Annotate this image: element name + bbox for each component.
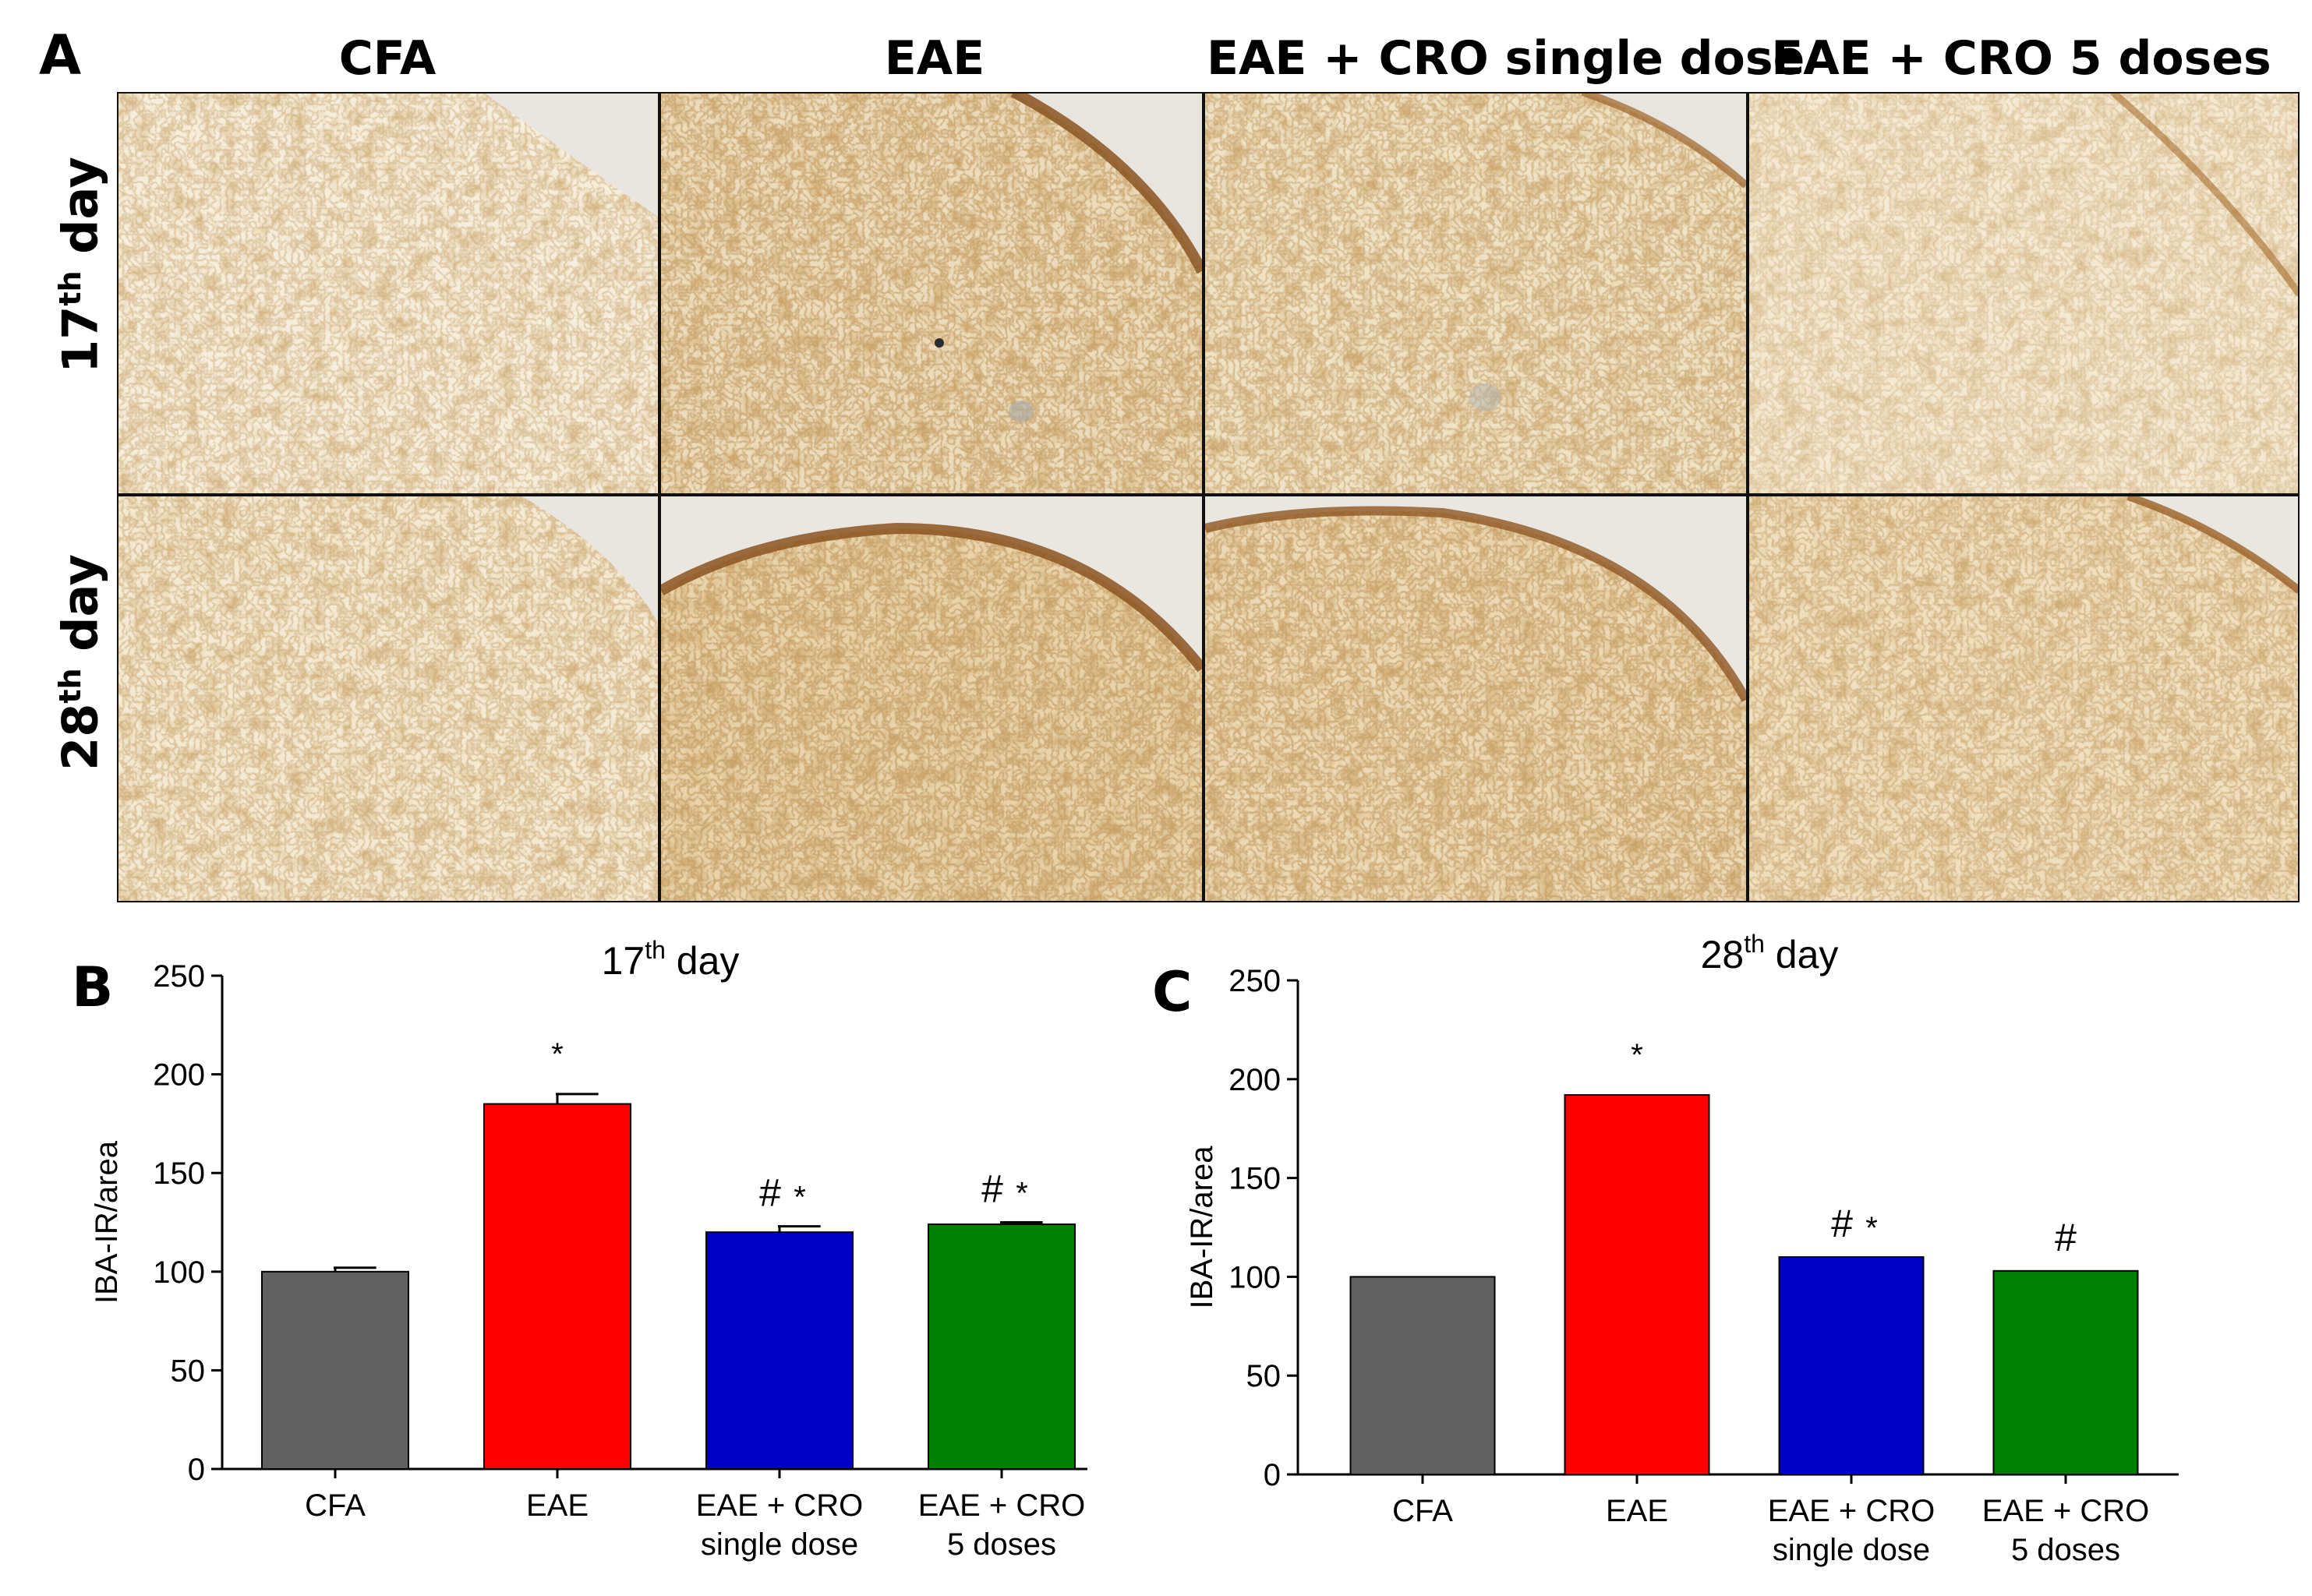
significance-star: *	[1016, 1177, 1028, 1211]
panel-a-label: A	[39, 23, 82, 87]
x-tick-label: EAE + CRO	[1982, 1494, 2150, 1528]
significance-hash: #	[1831, 1202, 1853, 1245]
bar	[1778, 1256, 1925, 1475]
micrograph-grid	[117, 92, 2300, 902]
chart-title-word: day	[666, 939, 740, 983]
micrograph-eae-28	[658, 496, 1207, 902]
significance-star: *	[551, 1037, 564, 1072]
x-tick-label: single dose	[701, 1527, 858, 1562]
panel-b-label: B	[72, 955, 114, 1019]
column-header-cro-single: EAE + CRO single dose	[1207, 31, 1805, 86]
row-label-number: 17	[51, 305, 109, 373]
y-tick-label: 250	[1228, 964, 1281, 998]
row-label-word: day	[51, 554, 109, 651]
bar-chart-28th-day-svg: 28th day 0 50 100 150 200 250 IBA-IR/area CFA EAE…	[1185, 930, 2179, 1567]
significance-star: *	[794, 1181, 806, 1215]
x-tick-label: 5 doses	[947, 1527, 1056, 1562]
row-label-superscript: th	[53, 270, 87, 306]
micrograph-cro-single-17	[1205, 92, 1749, 493]
column-header-cfa: CFA	[338, 31, 437, 86]
significance-hash: #	[759, 1171, 781, 1215]
micrograph-cfa-28	[117, 496, 658, 902]
bar	[928, 1223, 1076, 1470]
column-header-cro-5: EAE + CRO 5 doses	[1771, 31, 2271, 86]
x-tick-label: CFA	[1392, 1494, 1453, 1528]
y-tick-label: 200	[1228, 1063, 1281, 1097]
bar-chart-17th-day: 17th day 0 50 100 150 200 250 IBA-IR/area CFA EAE…	[0, 920, 1138, 1590]
y-tick-label: 200	[153, 1058, 205, 1093]
panel-c-label: C	[1152, 960, 1193, 1024]
bar	[1992, 1269, 2139, 1475]
chart-title: 28th day	[1701, 930, 1839, 976]
chart-title-superscript: th	[1744, 930, 1765, 958]
chart-title-number: 17	[602, 939, 645, 983]
significance-hash: #	[981, 1167, 1003, 1211]
bar	[705, 1231, 854, 1470]
micrograph-cro-5-28	[1749, 493, 2300, 902]
column-header-eae: EAE	[884, 31, 985, 86]
y-tick-label: 50	[1246, 1359, 1281, 1393]
y-tick-label: 250	[153, 959, 205, 994]
bar	[1349, 1276, 1496, 1475]
row-label-17th-day: 17th day	[39, 62, 109, 468]
y-tick-label: 0	[1264, 1458, 1281, 1492]
micrograph-eae-17	[661, 92, 1207, 493]
x-tick-label: 5 doses	[2011, 1533, 2120, 1567]
y-tick-label: 0	[188, 1453, 205, 1487]
y-tick-label: 100	[1228, 1260, 1281, 1294]
y-axis-label: IBA-IR/area	[1185, 1146, 1219, 1309]
y-tick-label: 150	[1228, 1162, 1281, 1196]
y-tick-label: 50	[171, 1354, 206, 1388]
micrograph-cro-5-17	[1749, 92, 2300, 493]
micrograph-cro-single-28	[1204, 496, 1751, 902]
x-tick-label: EAE	[1606, 1494, 1668, 1528]
micrograph-grid-svg	[117, 92, 2300, 902]
bar-chart-17th-day-svg: 17th day 0 50 100 150 200 250 IBA-IR/area CFA EAE…	[90, 936, 1087, 1562]
x-tick-label: EAE + CRO	[918, 1488, 1086, 1523]
x-tick-label: EAE	[526, 1488, 589, 1523]
row-label-superscript: th	[53, 668, 87, 704]
row-label-word: day	[51, 157, 109, 254]
chart-title: 17th day	[602, 936, 740, 983]
y-axis-label: IBA-IR/area	[90, 1140, 124, 1304]
bar	[1564, 1094, 1710, 1475]
x-tick-label: CFA	[305, 1488, 366, 1523]
bar	[261, 1270, 409, 1470]
bar-chart-28th-day: 28th day 0 50 100 150 200 250 IBA-IR/area CFA EAE…	[1138, 920, 2307, 1590]
y-tick-label: 100	[153, 1255, 205, 1290]
micrograph-grid-lines	[117, 92, 2300, 902]
significance-hash: #	[2055, 1216, 2077, 1259]
x-tick-label: EAE + CRO	[1768, 1494, 1936, 1528]
significance-star: *	[1865, 1211, 1878, 1245]
y-tick-label: 150	[153, 1156, 205, 1191]
significance-star: *	[1631, 1038, 1643, 1072]
chart-title-superscript: th	[645, 936, 666, 964]
row-label-number: 28	[51, 703, 109, 771]
x-tick-label: single dose	[1773, 1533, 1930, 1567]
micrograph-cfa-17	[117, 92, 658, 493]
chart-title-word: day	[1765, 933, 1839, 976]
chart-title-number: 28	[1701, 933, 1745, 976]
bar	[483, 1103, 631, 1471]
x-tick-label: EAE + CRO	[696, 1488, 864, 1523]
row-label-28th-day: 28th day	[39, 460, 109, 865]
